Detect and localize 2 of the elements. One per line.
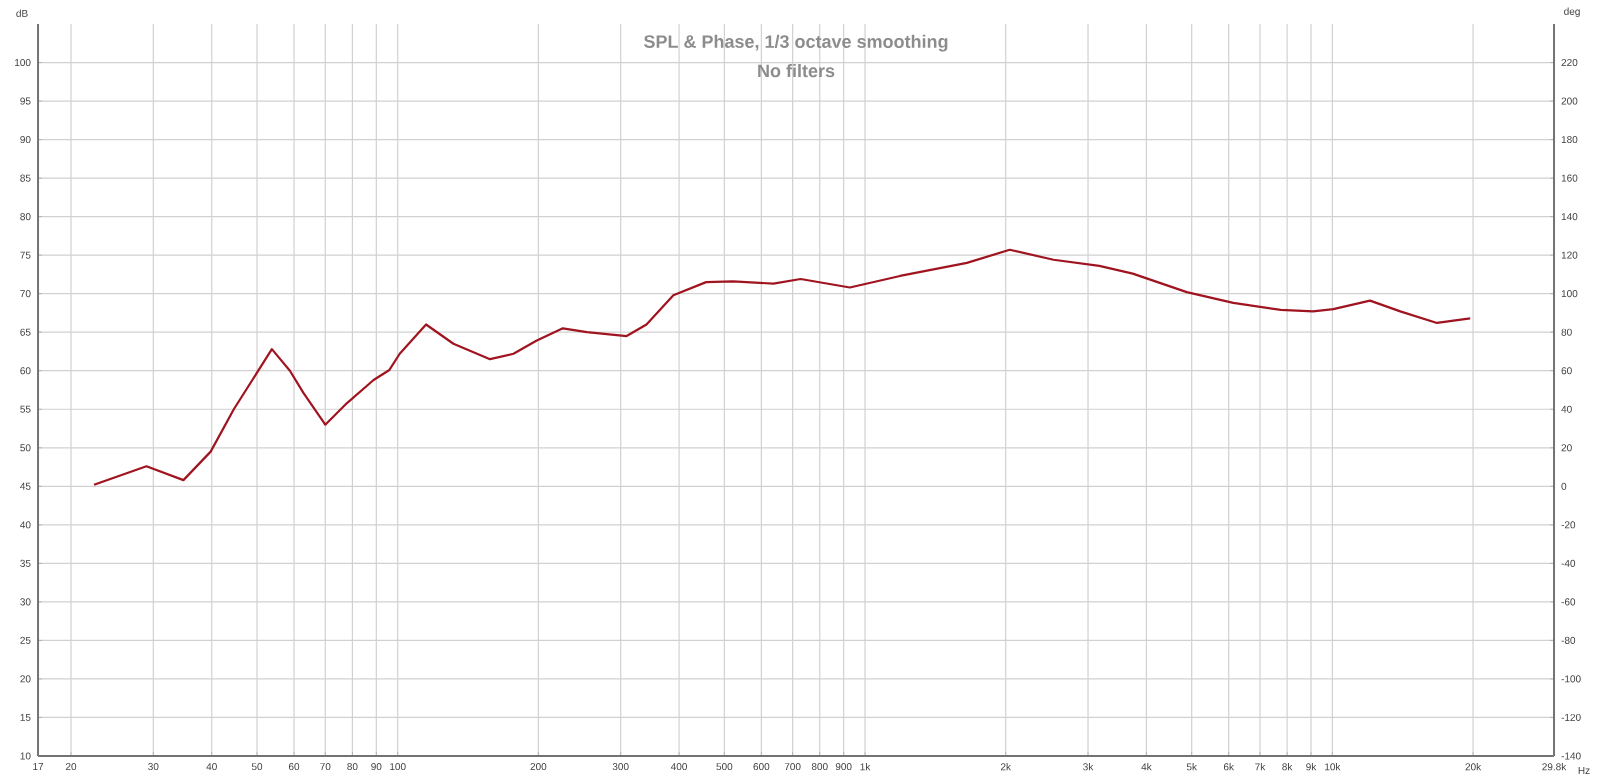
text: No filters — [758, 64, 835, 78]
text: SPL & Phase, 1/3 octave smoothing — [644, 34, 948, 52]
